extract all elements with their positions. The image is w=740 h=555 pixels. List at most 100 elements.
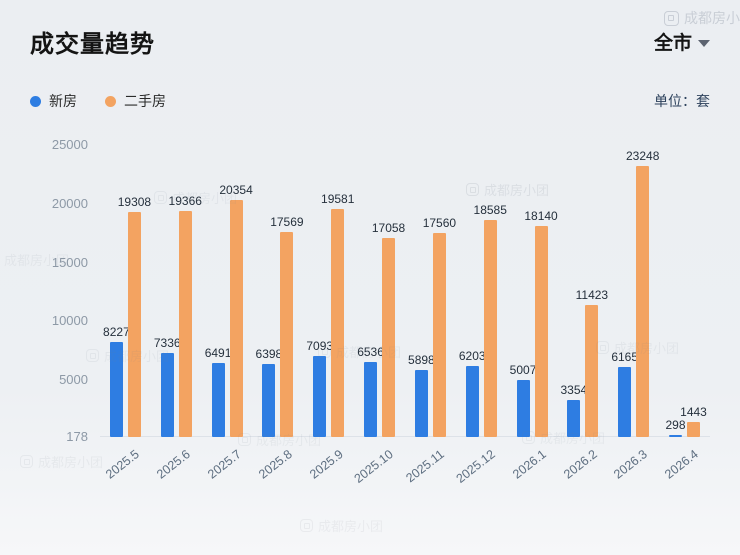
bar-group: 7093 19581 2025.9 bbox=[303, 145, 354, 482]
chart-subheader: 新房 二手房 单位：套 bbox=[30, 91, 710, 111]
bar-group: 6491 20354 2025.7 bbox=[202, 145, 253, 482]
bar-value-label: 19308 bbox=[117, 194, 152, 209]
bar-新房-2025.12[interactable]: 6203 bbox=[459, 349, 486, 437]
bar-group: 6398 17569 2025.8 bbox=[252, 145, 304, 481]
bar-group: 5007 18140 2026.1 bbox=[507, 145, 558, 482]
bar-value-label: 6536 bbox=[357, 345, 384, 360]
bar-二手房-2026.1[interactable]: 18140 bbox=[524, 209, 558, 437]
x-axis-label: 2025.10 bbox=[351, 447, 397, 486]
bar-value-label: 19366 bbox=[168, 194, 202, 209]
bar-新房-2026.1[interactable]: 5007 bbox=[510, 363, 536, 437]
bar-group: 6536 17058 2025.10 bbox=[352, 145, 405, 485]
bar-group: 6165 23248 2026.3 bbox=[608, 145, 659, 482]
y-axis: 178 5000 10000 15000 20000 25000 bbox=[30, 137, 100, 444]
bar-二手房-2025.5[interactable]: 19308 bbox=[118, 195, 151, 437]
watermark-icon bbox=[300, 519, 313, 532]
legend: 新房 二手房 bbox=[30, 91, 166, 111]
x-axis-label: 2025.9 bbox=[306, 447, 346, 482]
bar-value-label: 5898 bbox=[408, 352, 435, 367]
y-axis-tick-label: 10000 bbox=[51, 313, 88, 329]
bar-二手房-2025.7[interactable]: 20354 bbox=[219, 183, 253, 437]
bar-value-label: 298 bbox=[665, 418, 686, 432]
bar-value-label: 1443 bbox=[680, 405, 707, 420]
x-axis-label: 2026.4 bbox=[662, 447, 702, 482]
bar-新房-2026.3[interactable]: 6165 bbox=[611, 350, 638, 437]
bar-value-label: 5007 bbox=[509, 363, 537, 378]
bar-value-label: 18585 bbox=[473, 203, 507, 218]
bar-value-label: 17560 bbox=[422, 215, 457, 230]
bar-value-label: 7093 bbox=[306, 338, 334, 353]
bar-value-label: 7336 bbox=[153, 335, 181, 350]
bar-二手房-2025.6[interactable]: 19366 bbox=[169, 194, 202, 437]
legend-dot-icon bbox=[105, 95, 116, 107]
watermark: 成都房小团 bbox=[300, 516, 383, 535]
bar-value-label: 17058 bbox=[371, 221, 406, 236]
bar-二手房-2026.2[interactable]: 11423 bbox=[576, 288, 608, 437]
x-axis-line bbox=[100, 436, 710, 437]
x-axis-label: 2026.2 bbox=[560, 447, 600, 482]
legend-dot-icon bbox=[30, 95, 41, 107]
bar-新房-2025.7[interactable]: 6491 bbox=[205, 346, 231, 437]
legend-label: 二手房 bbox=[124, 93, 166, 109]
bar-value-label: 6203 bbox=[458, 349, 486, 364]
bar-新房-2025.10[interactable]: 6536 bbox=[357, 345, 384, 437]
watermark: 成都房小团 bbox=[20, 452, 103, 471]
y-axis-tick-label: 15000 bbox=[51, 254, 88, 270]
bar-新房-2025.9[interactable]: 7093 bbox=[306, 339, 333, 437]
bar-value-label: 18140 bbox=[524, 208, 558, 223]
legend-item-新房[interactable]: 新房 bbox=[30, 91, 77, 111]
bar-value-label: 11423 bbox=[575, 287, 609, 302]
legend-item-二手房[interactable]: 二手房 bbox=[105, 91, 166, 111]
x-axis-label: 2026.3 bbox=[611, 447, 651, 482]
x-axis-label: 2025.7 bbox=[204, 447, 244, 482]
bar-二手房-2025.10[interactable]: 17058 bbox=[372, 221, 405, 437]
x-axis-label: 2025.5 bbox=[103, 447, 143, 482]
bar-group: 7336 19366 2025.6 bbox=[151, 145, 202, 481]
bar-二手房-2025.8[interactable]: 17569 bbox=[270, 215, 304, 437]
unit-label: 单位：套 bbox=[654, 93, 710, 109]
x-axis-label: 2025.8 bbox=[255, 447, 295, 482]
bar-二手房-2025.11[interactable]: 17560 bbox=[423, 216, 456, 437]
y-axis-tick-label: 25000 bbox=[51, 137, 88, 152]
bar-value-label: 8227 bbox=[103, 325, 130, 340]
bar-value-label: 23248 bbox=[626, 148, 660, 163]
bar-value-label: 6398 bbox=[255, 346, 283, 361]
bar-value-label: 3354 bbox=[560, 382, 588, 397]
bar-新房-2025.11[interactable]: 5898 bbox=[408, 353, 435, 437]
bar-value-label: 20354 bbox=[219, 182, 253, 197]
bar-group: 5898 17560 2025.11 bbox=[404, 145, 457, 486]
legend-label: 新房 bbox=[49, 93, 77, 109]
plot-area: 8227 19308 2025.5 7336 19366 2025.6 6491 20354 2… bbox=[100, 145, 710, 486]
bar-二手房-2025.9[interactable]: 19581 bbox=[321, 192, 354, 437]
x-axis-label: 2025.11 bbox=[403, 447, 448, 486]
watermark-icon bbox=[20, 455, 33, 468]
bar-新房-2025.5[interactable]: 8227 bbox=[103, 325, 130, 437]
chevron-down-icon bbox=[698, 39, 710, 47]
bar-新房-2025.8[interactable]: 6398 bbox=[256, 347, 282, 437]
bar-新房-2025.6[interactable]: 7336 bbox=[154, 336, 181, 437]
bar-二手房-2026.4[interactable]: 1443 bbox=[680, 405, 707, 437]
x-axis-label: 2025.12 bbox=[453, 447, 498, 486]
bar-新房-2026.4[interactable]: 298 bbox=[666, 418, 686, 437]
bar-二手房-2025.12[interactable]: 18585 bbox=[474, 203, 507, 437]
volume-trend-chart: 178 5000 10000 15000 20000 25000 8227 19308 202… bbox=[30, 137, 710, 486]
bar-group: 8227 19308 2025.5 bbox=[100, 145, 151, 482]
chart-header: 成交量趋势 全市 bbox=[30, 24, 710, 59]
bar-group: 3354 11423 2026.2 bbox=[557, 145, 609, 482]
x-axis-label: 2026.1 bbox=[509, 447, 549, 482]
bar-value-label: 19581 bbox=[321, 191, 355, 206]
y-axis-tick-label: 20000 bbox=[51, 195, 88, 211]
bar-group: 298 1443 2026.4 bbox=[659, 145, 710, 481]
bar-二手房-2026.3[interactable]: 23248 bbox=[626, 149, 659, 437]
bar-新房-2026.2[interactable]: 3354 bbox=[561, 383, 587, 437]
page-title: 成交量趋势 bbox=[30, 31, 155, 58]
bar-value-label: 6491 bbox=[204, 345, 232, 360]
bar-value-label: 17569 bbox=[270, 215, 304, 230]
bar-value-label: 6165 bbox=[611, 349, 639, 364]
x-axis-label: 2025.6 bbox=[154, 447, 193, 482]
bar-group: 6203 18585 2025.12 bbox=[454, 145, 507, 485]
y-axis-tick-label: 178 bbox=[66, 429, 88, 444]
y-axis-tick-label: 5000 bbox=[59, 372, 88, 388]
region-selector[interactable]: 全市 bbox=[654, 28, 710, 55]
